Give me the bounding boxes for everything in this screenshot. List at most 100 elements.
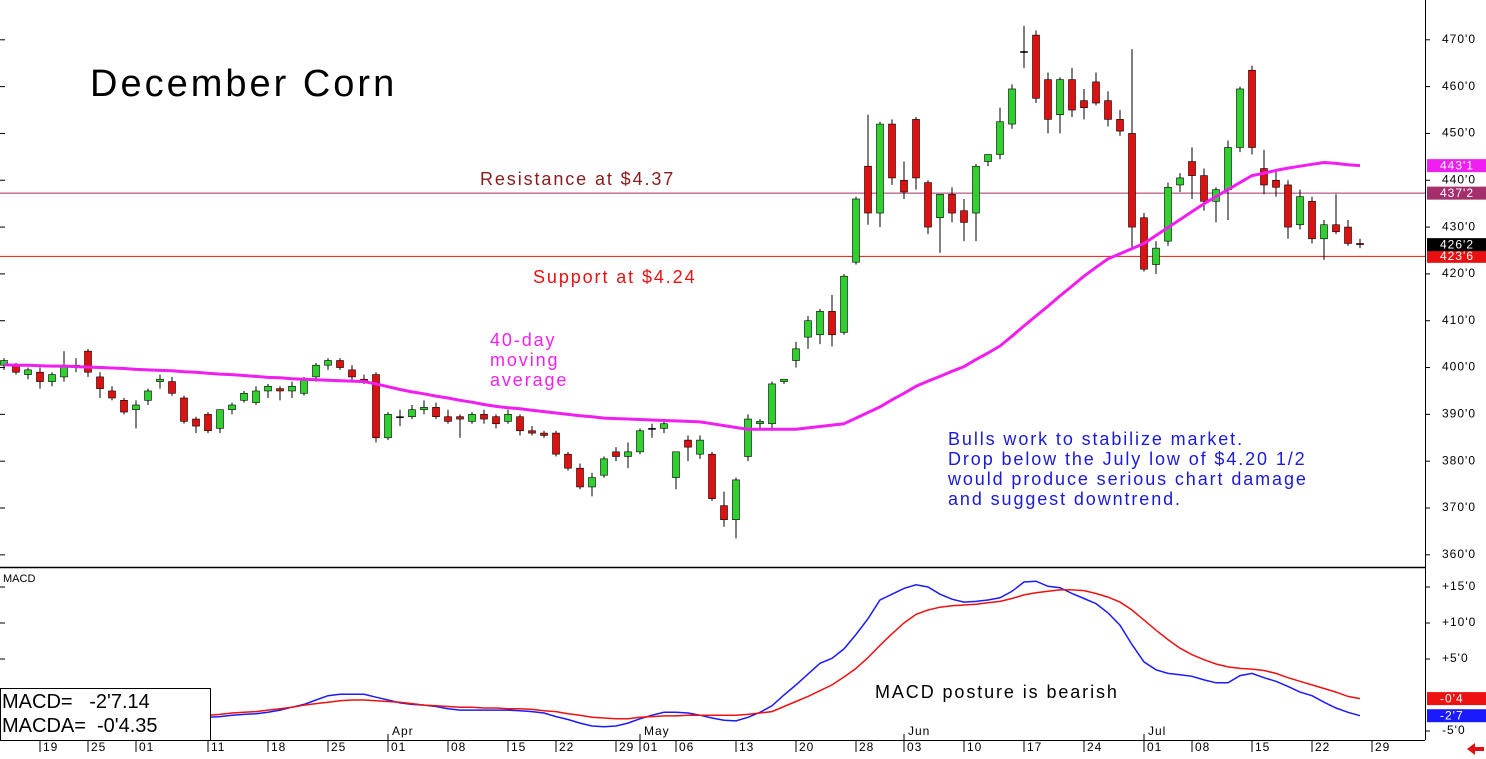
- candle-body: [1056, 79, 1064, 116]
- candle-body: [48, 374, 56, 382]
- x-tick-label: 29: [1375, 740, 1390, 754]
- y-tick-label: 390'0: [1442, 407, 1476, 421]
- candle-body: [888, 123, 896, 179]
- candle-body: [180, 397, 188, 422]
- x-tick-label: 25: [331, 740, 346, 754]
- readout: MACDA= -0'4.35: [2, 715, 158, 737]
- candle-body: [660, 423, 668, 429]
- x-tick-label: 28: [859, 740, 874, 754]
- candle-body: [1332, 224, 1340, 233]
- overlay: 360'0 370'0 380'0 390'0 400'0 410'0 420'0 430'0…: [1427, 32, 1486, 737]
- candle-body: [864, 165, 872, 214]
- candle-body: [432, 407, 440, 418]
- candle-body: [804, 320, 812, 338]
- x-tick-label: 01: [391, 740, 406, 754]
- candle-body: [348, 369, 356, 378]
- x-tick-label: 24: [1087, 740, 1102, 754]
- candle-body: [972, 165, 980, 214]
- candle-body: [1260, 168, 1268, 186]
- candle-body: [384, 414, 392, 439]
- candle-body: [612, 451, 620, 457]
- candle-body: [1020, 51, 1028, 53]
- candle-body: [504, 414, 512, 422]
- candle-body: [732, 479, 740, 521]
- y-tick-label: +10'0: [1442, 615, 1476, 629]
- candle-body: [324, 360, 332, 366]
- x-tick-label: 08: [1195, 740, 1210, 754]
- candle-body: [912, 119, 920, 179]
- candle-body: [156, 378, 164, 382]
- readout: MACD= -2'7.14: [2, 691, 150, 713]
- candle-body: [1008, 88, 1016, 125]
- candle-body: [1224, 147, 1232, 190]
- x-tick-label: 01: [1147, 740, 1162, 754]
- candle-body: [636, 430, 644, 453]
- candle-body: [948, 194, 956, 214]
- x-tick-label: 17: [1027, 740, 1042, 754]
- price-tag: [1427, 249, 1486, 263]
- candle-body: [96, 376, 104, 389]
- candle-body: [1308, 201, 1316, 240]
- candle-body: [480, 414, 488, 420]
- candle-body: [756, 421, 764, 425]
- x-tick-label: 20: [799, 740, 814, 754]
- candle-body: [1164, 186, 1172, 242]
- candle-body: [1188, 161, 1196, 176]
- candle-body: [372, 374, 380, 439]
- y-tick-label: 470'0: [1442, 32, 1476, 46]
- candle-body: [144, 390, 152, 401]
- x-tick-label: 15: [1255, 740, 1270, 754]
- price-tag-label: -2'7: [1440, 708, 1464, 722]
- candle-body: [1032, 34, 1040, 99]
- candle-body: [312, 364, 320, 378]
- price-tag: [1427, 692, 1486, 706]
- candle-body: [852, 198, 860, 263]
- macd-comment: MACD posture is bearish: [875, 682, 1119, 702]
- candle-body: [1284, 184, 1292, 228]
- candle-body: [924, 182, 932, 228]
- candle-body: [744, 418, 752, 457]
- candle-body: [1296, 196, 1304, 226]
- price-tag: [1427, 159, 1486, 173]
- candle-body: [216, 409, 224, 429]
- candle-body: [516, 416, 524, 432]
- ma-label: 40-day: [490, 330, 556, 350]
- candle-body: [588, 477, 596, 488]
- comment: and suggest downtrend.: [948, 489, 1182, 509]
- scroll-arrow[interactable]: [1467, 743, 1484, 755]
- x-tick-label: 06: [679, 740, 694, 754]
- y-tick-label: 460'0: [1442, 79, 1476, 93]
- ma-label: average: [490, 370, 568, 390]
- y-tick-label: 430'0: [1442, 219, 1476, 233]
- y-tick-label: +15'0: [1442, 579, 1476, 593]
- comment: Bulls work to stabilize market.: [948, 429, 1244, 449]
- candle-body: [420, 407, 428, 410]
- candle-body: [1128, 133, 1136, 228]
- candle-body: [1356, 243, 1364, 245]
- comment: Drop below the July low of $4.20 1/2: [948, 449, 1307, 469]
- candle-body: [768, 383, 776, 425]
- y-tick-label: -5'0: [1442, 723, 1466, 737]
- candle-body: [192, 418, 200, 427]
- x-tick-label: 18: [271, 740, 286, 754]
- month-label: Apr: [392, 724, 414, 738]
- candle-body: [204, 414, 212, 432]
- candle-body: [1272, 179, 1280, 188]
- candle-body: [240, 392, 248, 401]
- candle-body: [1044, 79, 1052, 120]
- candle-body: [300, 378, 308, 394]
- x-tick-label: 29: [619, 740, 634, 754]
- candle-body: [576, 467, 584, 488]
- candle-body: [624, 451, 632, 457]
- candle-body: [708, 453, 716, 499]
- month-label: May: [644, 724, 670, 738]
- candle-body: [396, 416, 404, 419]
- candle-body: [936, 194, 944, 219]
- x-tick-label: 22: [559, 740, 574, 754]
- candle-body: [1092, 81, 1100, 104]
- candle-body: [1176, 177, 1184, 186]
- candle-body: [528, 430, 536, 434]
- x-tick-label: 13: [739, 740, 754, 754]
